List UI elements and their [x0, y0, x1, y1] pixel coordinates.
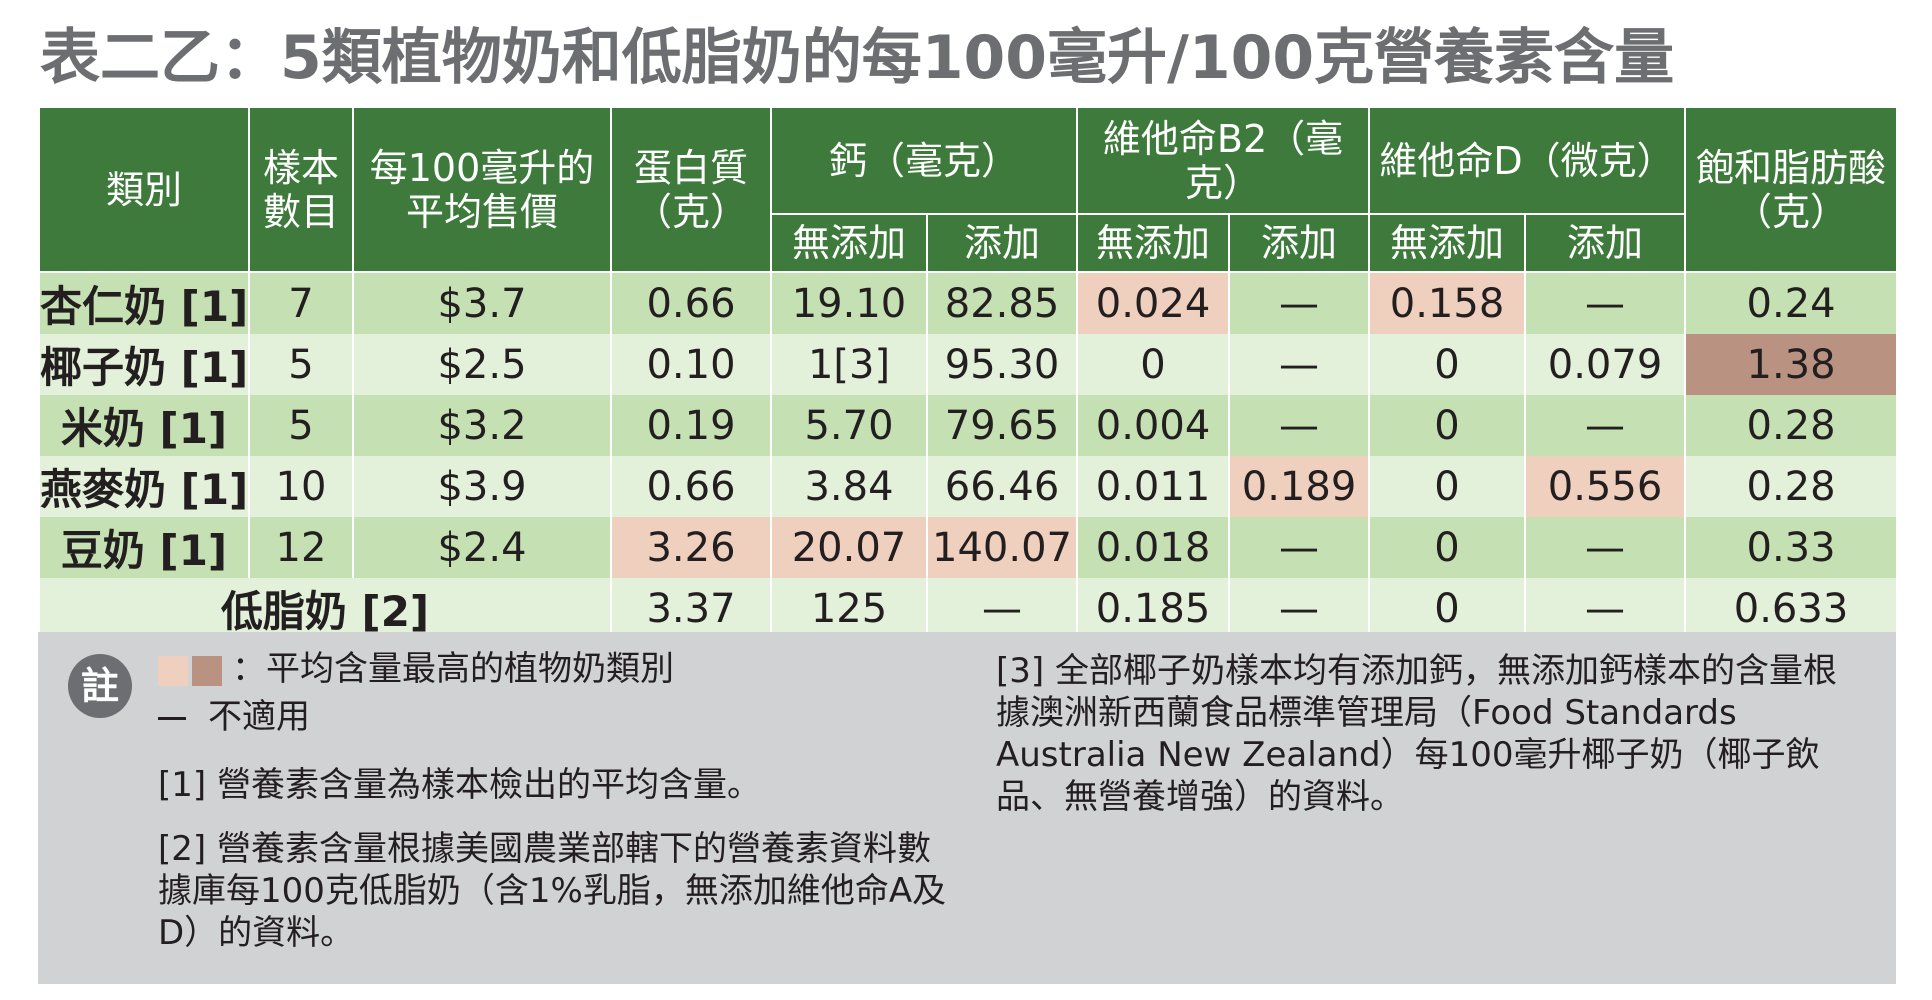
- note-1: [1] 營養素含量為樣本檢出的平均含量。: [158, 765, 761, 805]
- row-satfat: 0.28: [1684, 456, 1899, 517]
- header-d-no-added: 無添加: [1368, 213, 1527, 273]
- header-vitb2: 維他命B2（毫克）: [1076, 106, 1371, 215]
- note-2: [2] 營養素含量根據美國農業部轄下的營養素資料數據庫每100克低脂奶（含1%乳…: [158, 829, 947, 953]
- row-samples: 10: [248, 456, 354, 517]
- row-category: 米奶 [1]: [38, 395, 250, 456]
- header-protein: 蛋白質（克）: [610, 106, 772, 273]
- row-satfat: 0.28: [1684, 395, 1899, 456]
- row-b2-add: —: [1228, 272, 1371, 334]
- row-satfat: 0.633: [1684, 578, 1899, 639]
- header-price: 每100毫升的平均售價: [352, 106, 612, 273]
- table-row-rice: 米奶 [1] 5 $3.2 0.19 5.70 79.65 0.004 — 0 …: [38, 395, 1899, 456]
- row-b2-no: 0: [1076, 334, 1231, 395]
- row-b2-add: —: [1228, 334, 1371, 395]
- table-row-soy: 豆奶 [1] 12 $2.4 3.26 20.07 140.07 0.018 —…: [38, 517, 1899, 578]
- legend-highlight: ：平均含量最高的植物奶類別: [232, 649, 674, 689]
- row-category: 椰子奶 [1]: [38, 334, 250, 395]
- header-calcium: 鈣（毫克）: [769, 106, 1079, 215]
- row-b2-add: —: [1228, 395, 1371, 456]
- row-b2-add: 0.189: [1228, 456, 1371, 517]
- header-d-added: 添加: [1524, 213, 1687, 273]
- row-d-no: 0: [1368, 334, 1527, 395]
- row-d-add: —: [1524, 272, 1687, 334]
- note-3: [3] 全部椰子奶樣本均有添加鈣，無添加鈣樣本的含量根據澳洲新西蘭食品標準管理局…: [996, 651, 1837, 817]
- row-price: $3.7: [352, 272, 612, 334]
- highlight-swatch-dark: [192, 656, 222, 686]
- nutrition-table: 類別 樣本數目 每100毫升的平均售價 蛋白質（克） 鈣（毫克） 維他命B2（毫…: [38, 106, 1899, 639]
- row-category: 豆奶 [1]: [38, 517, 250, 578]
- row-ca-no: 5.70: [770, 395, 928, 456]
- row-price: $3.2: [352, 395, 612, 456]
- legend-na-label: 不適用: [208, 697, 310, 737]
- row-d-add: 0.079: [1524, 334, 1687, 395]
- row-satfat: 1.38: [1684, 334, 1899, 395]
- row-ca-no: 19.10: [770, 272, 928, 334]
- row-satfat: 0.33: [1684, 517, 1899, 578]
- row-d-no: 0: [1368, 578, 1527, 639]
- row-d-no: 0: [1368, 456, 1527, 517]
- row-b2-add: —: [1228, 517, 1371, 578]
- row-category: 燕麥奶 [1]: [38, 456, 250, 517]
- row-samples: 7: [248, 272, 354, 334]
- page-title: 表二乙：5類植物奶和低脂奶的每100毫升/100克營養素含量: [40, 23, 1675, 93]
- row-ca-add: 140.07: [925, 517, 1079, 578]
- row-d-no: 0.158: [1368, 272, 1527, 334]
- row-protein: 0.10: [610, 334, 772, 395]
- row-price: $2.5: [352, 334, 612, 395]
- row-b2-add: —: [1228, 578, 1371, 639]
- row-samples: 5: [248, 395, 354, 456]
- notes-badge: 註: [68, 654, 132, 718]
- row-d-add: —: [1524, 517, 1687, 578]
- row-d-no: 0: [1368, 395, 1527, 456]
- row-satfat: 0.24: [1684, 272, 1899, 334]
- header-category: 類別: [38, 106, 250, 273]
- table-row-almond: 杏仁奶 [1] 7 $3.7 0.66 19.10 82.85 0.024 — …: [38, 272, 1899, 334]
- header-ca-added: 添加: [925, 213, 1079, 273]
- row-ca-add: —: [925, 578, 1079, 639]
- row-protein: 3.26: [610, 517, 772, 578]
- highlight-swatch-light: [158, 656, 188, 686]
- row-protein: 0.66: [610, 456, 772, 517]
- row-b2-no: 0.024: [1076, 272, 1231, 334]
- row-ca-no: 20.07: [770, 517, 928, 578]
- header-b2-added: 添加: [1228, 213, 1371, 273]
- row-ca-no: 3.84: [770, 456, 928, 517]
- header-b2-no-added: 無添加: [1076, 213, 1231, 273]
- dash-icon: [158, 717, 186, 720]
- notes-panel: 註 ：平均含量最高的植物奶類別 不適用 [1] 營養素含量為樣本檢出的平均含量。…: [38, 632, 1896, 984]
- row-protein: 0.66: [610, 272, 772, 334]
- row-ca-add: 66.46: [925, 456, 1079, 517]
- header-ca-no-added: 無添加: [770, 213, 928, 273]
- row-protein: 0.19: [610, 395, 772, 456]
- row-b2-no: 0.011: [1076, 456, 1231, 517]
- row-ca-add: 95.30: [925, 334, 1079, 395]
- row-ca-no: 1[3]: [770, 334, 928, 395]
- legend-not-applicable: 不適用: [158, 696, 310, 738]
- row-d-add: —: [1524, 578, 1687, 639]
- row-d-add: 0.556: [1524, 456, 1687, 517]
- header-satfat: 飽和脂肪酸（克）: [1684, 106, 1899, 273]
- table-row-oat: 燕麥奶 [1] 10 $3.9 0.66 3.84 66.46 0.011 0.…: [38, 456, 1899, 517]
- table-row-coconut: 椰子奶 [1] 5 $2.5 0.10 1[3] 95.30 0 — 0 0.0…: [38, 334, 1899, 395]
- header-samples: 樣本數目: [248, 106, 354, 273]
- row-ca-add: 79.65: [925, 395, 1079, 456]
- row-price: $3.9: [352, 456, 612, 517]
- header-vitd: 維他命D（微克）: [1368, 106, 1687, 215]
- row-b2-no: 0.018: [1076, 517, 1231, 578]
- row-b2-no: 0.004: [1076, 395, 1231, 456]
- row-samples: 12: [248, 517, 354, 578]
- row-d-no: 0: [1368, 517, 1527, 578]
- table-row-lowfat: 低脂奶 [2] 3.37 125 — 0.185 — 0 — 0.633: [38, 578, 1899, 639]
- row-ca-add: 82.85: [925, 272, 1079, 334]
- row-samples: 5: [248, 334, 354, 395]
- row-price: $2.4: [352, 517, 612, 578]
- row-category: 低脂奶 [2]: [38, 578, 612, 639]
- row-protein: 3.37: [610, 578, 772, 639]
- row-d-add: —: [1524, 395, 1687, 456]
- row-ca-no: 125: [770, 578, 928, 639]
- row-b2-no: 0.185: [1076, 578, 1231, 639]
- row-category: 杏仁奶 [1]: [38, 272, 250, 334]
